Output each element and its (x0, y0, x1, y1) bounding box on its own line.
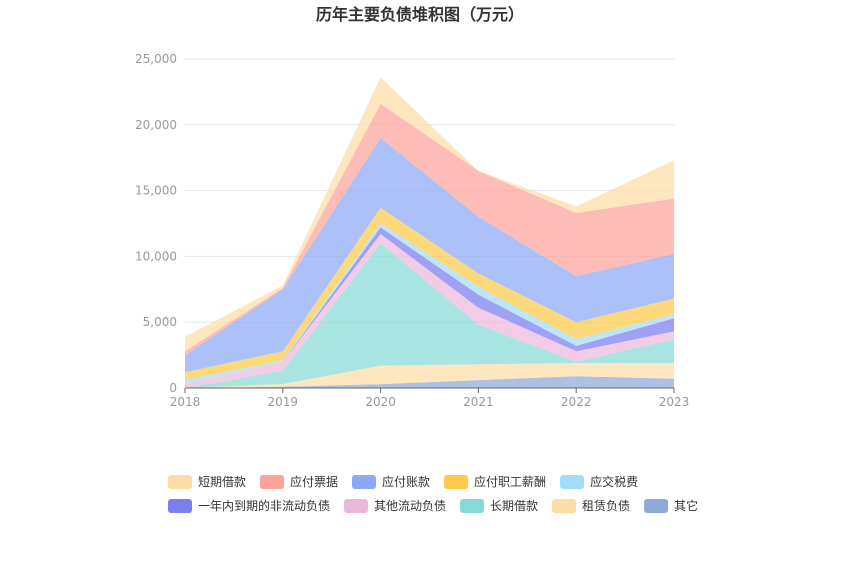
legend-item[interactable]: 短期借款 (168, 475, 246, 489)
area-series-9[interactable] (185, 77, 674, 352)
y-tick-label: 10,000 (135, 249, 177, 263)
area-series-3[interactable] (185, 234, 674, 388)
legend-item[interactable]: 其他流动负债 (344, 499, 446, 513)
area-series (185, 77, 674, 388)
legend-swatch (644, 499, 669, 513)
legend-label: 长期借款 (490, 499, 538, 513)
legend-swatch (444, 475, 469, 489)
x-axis: 2018 2019 2020 2021 2022 2023 (170, 387, 690, 409)
legend-item[interactable]: 应付职工薪酬 (444, 474, 546, 489)
y-tick-label: 25,000 (135, 52, 177, 66)
y-tick-label: 0 (169, 381, 177, 395)
legend-item[interactable]: 其它 (644, 498, 698, 513)
area-series-1[interactable] (185, 363, 674, 388)
y-axis: 0 5,000 10,000 15,000 20,000 25,000 (135, 52, 177, 395)
legend-swatch (552, 499, 577, 513)
chart-title: 历年主要负债堆积图（万元） (316, 5, 524, 24)
legend-item[interactable]: 一年内到期的非流动负债 (168, 498, 330, 513)
legend-label: 应付账款 (382, 474, 430, 489)
legend-item[interactable]: 应付账款 (352, 474, 430, 489)
legend-label: 应付职工薪酬 (474, 474, 546, 489)
legend-label: 其他流动负债 (374, 499, 446, 513)
legend-item[interactable]: 租赁负债 (552, 499, 630, 513)
legend-item[interactable]: 应付票据 (260, 474, 338, 489)
area-series-5[interactable] (185, 223, 674, 385)
x-tick-label: 2020 (365, 395, 396, 409)
x-tick-label: 2019 (268, 395, 299, 409)
y-tick-label: 5,000 (143, 315, 177, 329)
legend-swatch (168, 499, 192, 513)
legend-label: 租赁负债 (582, 499, 630, 513)
legend-item[interactable]: 长期借款 (460, 499, 538, 513)
legend-swatch (168, 475, 192, 489)
legend-swatch (560, 475, 585, 489)
legend-swatch (352, 475, 377, 489)
area-series-8[interactable] (185, 103, 674, 356)
legend-label: 其它 (674, 498, 698, 513)
legend-label: 应交税费 (590, 474, 638, 489)
legend-label: 短期借款 (198, 475, 246, 489)
x-tick-label: 2023 (659, 395, 690, 409)
area-series-7[interactable] (185, 138, 674, 373)
x-tick-label: 2021 (463, 395, 494, 409)
legend-swatch (460, 499, 485, 513)
legend-label: 一年内到期的非流动负债 (198, 498, 330, 513)
legend-label: 应付票据 (290, 474, 338, 489)
area-series-2[interactable] (185, 243, 674, 388)
legend-item[interactable]: 应交税费 (560, 474, 638, 489)
legend-swatch (260, 475, 285, 489)
legend-swatch (344, 499, 369, 513)
y-tick-label: 15,000 (135, 184, 177, 198)
x-tick-label: 2022 (561, 395, 592, 409)
x-tick-label: 2018 (170, 395, 201, 409)
y-tick-label: 20,000 (135, 118, 177, 132)
area-series-6[interactable] (185, 207, 674, 381)
